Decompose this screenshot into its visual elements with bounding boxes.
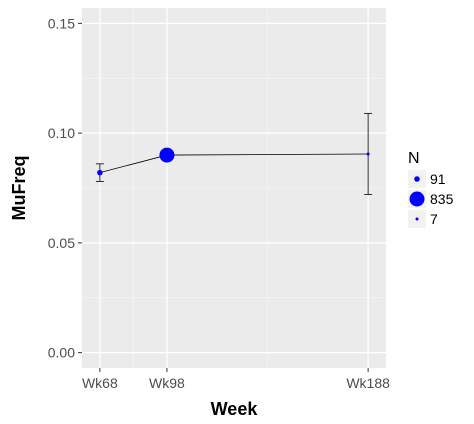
legend: N 91 835 7 [408, 150, 454, 228]
legend-symbol [415, 217, 419, 221]
x-tick-label: Wk188 [346, 375, 390, 391]
x-axis-ticks: Wk68 Wk98 Wk188 [82, 368, 390, 391]
legend-symbol [409, 191, 425, 207]
x-axis-title: Week [211, 399, 259, 419]
legend-symbol [414, 176, 420, 182]
minor-gridlines [82, 8, 386, 368]
legend-label: 7 [430, 211, 438, 227]
y-axis-title: MuFreq [9, 156, 29, 221]
data-series [95, 112, 373, 195]
x-tick-label: Wk98 [149, 375, 185, 391]
legend-title: N [408, 150, 420, 167]
x-tick-label: Wk68 [82, 375, 118, 391]
y-axis-ticks: 0.00 0.05 0.10 0.15 [48, 15, 82, 361]
data-point [159, 147, 175, 163]
y-tick-label: 0.00 [48, 345, 75, 361]
legend-label: 91 [430, 171, 446, 187]
y-tick-label: 0.15 [48, 15, 75, 31]
y-tick-label: 0.10 [48, 125, 75, 141]
legend-label: 835 [430, 191, 454, 207]
major-gridlines [82, 8, 386, 368]
data-point [366, 152, 370, 156]
data-point [97, 169, 103, 176]
y-tick-label: 0.05 [48, 235, 75, 251]
